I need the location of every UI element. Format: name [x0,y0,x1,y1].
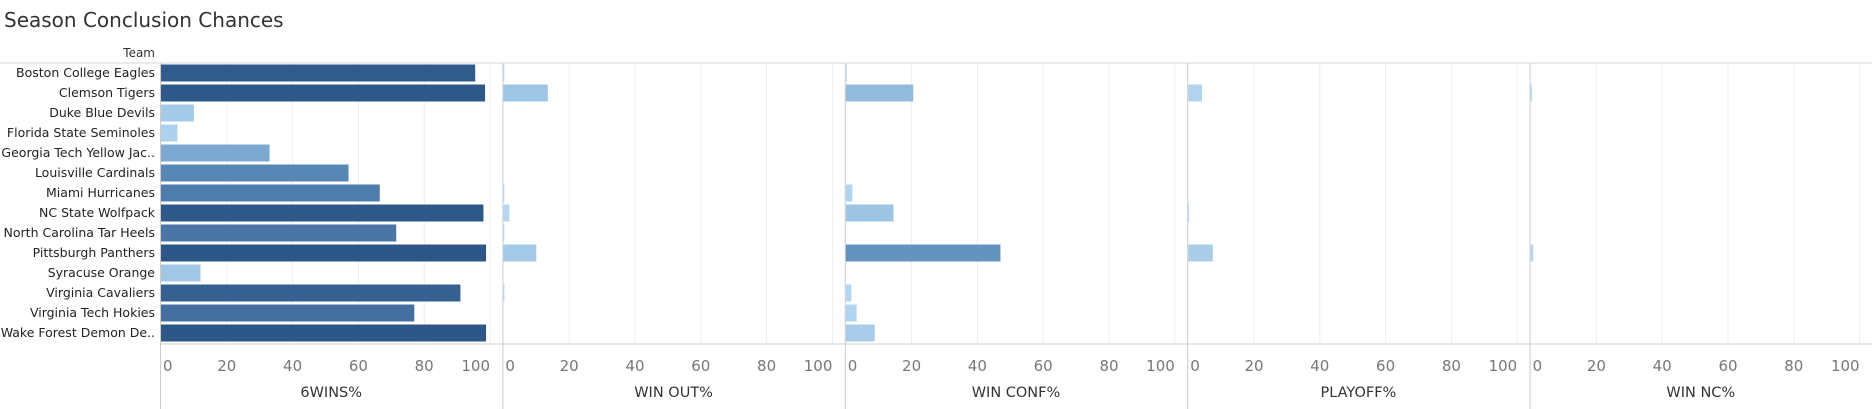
bar [845,304,857,322]
bar [845,64,847,82]
panel-playoff-: 0 20 40 60 80 100 PLAYOFF% [1187,63,1518,409]
bar [161,304,415,322]
panel-title: 6WINS% [300,385,362,401]
tick-label: 100 [461,357,490,375]
bar [845,284,852,302]
row-label: Georgia Tech Yellow Jac.. [1,145,155,160]
tick-label: 80 [1099,357,1118,375]
tick-label: 20 [217,357,236,375]
tick-label: 60 [691,357,710,375]
tick-label: 20 [902,357,921,375]
row-label: Louisville Cardinals [35,165,155,180]
bar [161,324,487,342]
row-label: Boston College Eagles [16,65,155,80]
bar [503,224,505,242]
row-label: Virginia Tech Hokies [30,305,155,320]
bar [161,284,461,302]
bar [161,244,487,262]
bar [161,64,476,82]
bar [161,84,486,102]
tick-label: 80 [415,357,434,375]
tick-label: 80 [1442,357,1461,375]
tick-label: 40 [1310,357,1329,375]
panel-title: PLAYOFF% [1320,385,1396,401]
bar [503,84,548,102]
bar [161,104,194,122]
bar [503,184,505,202]
row-label: Wake Forest Demon De.. [1,325,155,340]
bar [161,264,201,282]
row-label: Miami Hurricanes [46,185,155,200]
tick-label: 0 [848,357,858,375]
tick-label: 40 [968,357,987,375]
bar [503,64,505,82]
panel-win-out-: 0 20 40 60 80 100 WIN OUT% [502,63,833,409]
tick-label: 40 [283,357,302,375]
tick-label: 100 [1146,357,1175,375]
row-label: Clemson Tigers [59,85,155,100]
row-label: Syracuse Orange [48,265,156,280]
bar [503,284,505,302]
row-header: Team [123,46,155,60]
panel-6wins-: 0 20 40 60 80 100 6WINS% [160,63,491,409]
bar [845,324,875,342]
bar [845,184,853,202]
row-label: Duke Blue Devils [49,105,155,120]
row-label: North Carolina Tar Heels [4,225,155,240]
tick-label: 20 [1244,357,1263,375]
tick-label: 60 [1718,357,1737,375]
bar [1188,244,1213,262]
panel-title: WIN CONF% [972,385,1061,401]
bar [1530,244,1534,262]
tick-label: 0 [1190,357,1200,375]
tick-label: 60 [349,357,368,375]
tick-label: 100 [804,357,833,375]
tick-label: 100 [1831,357,1860,375]
tick-label: 40 [625,357,644,375]
row-label: Pittsburgh Panthers [33,245,155,260]
row-label: NC State Wolfpack [39,205,156,220]
bar [161,164,349,182]
panel-title: WIN NC% [1666,385,1735,401]
tick-label: 60 [1376,357,1395,375]
bar [1188,204,1190,222]
panel-win-nc-: 0 20 40 60 80 100 WIN NC% [1529,63,1861,409]
bar [845,84,914,102]
chart-title: Season Conclusion Chances [4,8,284,32]
tick-label: 60 [1034,357,1053,375]
panel-title: WIN OUT% [634,385,713,401]
tick-label: 40 [1653,357,1672,375]
tick-label: 20 [1587,357,1606,375]
tick-label: 0 [163,357,173,375]
tick-label: 20 [560,357,579,375]
tick-label: 0 [1533,357,1543,375]
row-label: Virginia Cavaliers [46,285,155,300]
row-label: Florida State Seminoles [7,125,155,140]
bar [161,144,270,162]
bar [845,204,894,222]
bar [845,244,1001,262]
bar [1188,84,1203,102]
bar [503,244,537,262]
tick-label: 80 [1784,357,1803,375]
bar [503,204,510,222]
tick-label: 80 [757,357,776,375]
panel-win-conf-: 0 20 40 60 80 100 WIN CONF% [844,63,1176,409]
bar [161,124,178,142]
bar [161,224,397,242]
tick-label: 100 [1489,357,1518,375]
tick-label: 0 [505,357,515,375]
bar [1530,84,1532,102]
bar [161,204,484,222]
bar [161,184,380,202]
